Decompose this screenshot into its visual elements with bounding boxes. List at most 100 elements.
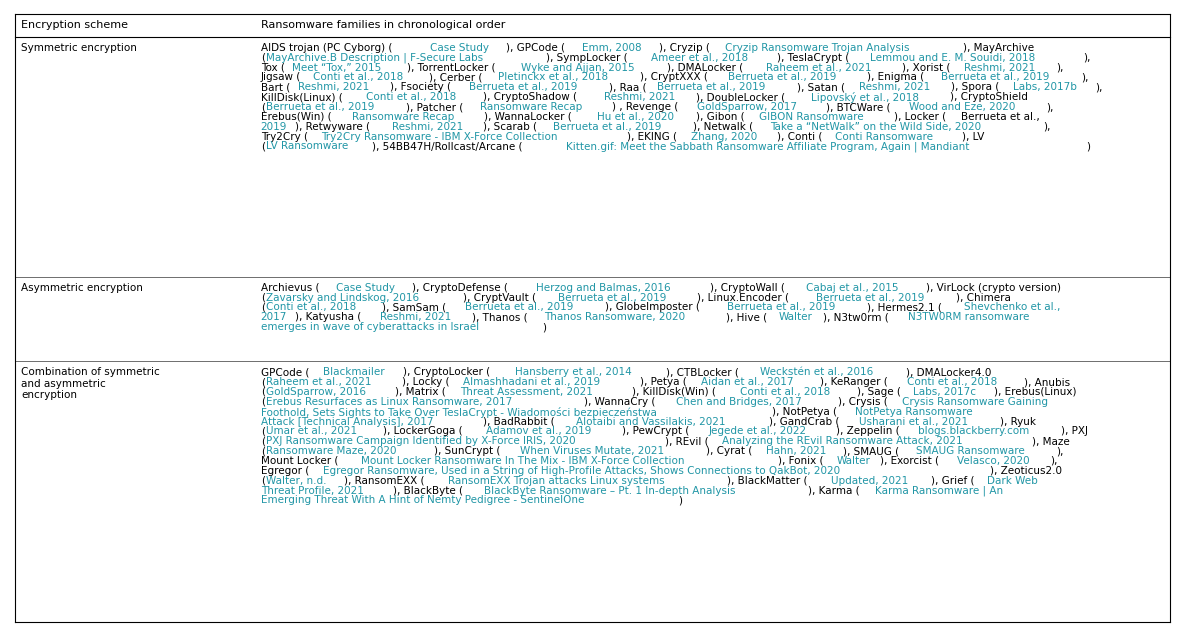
Text: ): ) bbox=[543, 322, 546, 332]
Text: Aidan et al., 2017: Aidan et al., 2017 bbox=[700, 377, 793, 387]
Text: ), Chimera: ), Chimera bbox=[956, 293, 1011, 303]
Text: ), EKING (: ), EKING ( bbox=[627, 132, 677, 142]
Text: Karma Ransomware | An: Karma Ransomware | An bbox=[875, 485, 1003, 496]
Text: ), Satan (: ), Satan ( bbox=[798, 82, 845, 92]
Text: ), DMALocker4.0: ), DMALocker4.0 bbox=[905, 367, 991, 377]
Text: emerges in wave of cyberattacks in Israel: emerges in wave of cyberattacks in Israe… bbox=[261, 322, 479, 332]
Text: Adamov et al., 2019: Adamov et al., 2019 bbox=[486, 426, 591, 436]
Text: Berrueta et al., 2019: Berrueta et al., 2019 bbox=[658, 82, 766, 92]
Text: ), CryptoWall (: ), CryptoWall ( bbox=[710, 282, 784, 293]
Text: Lipovský et al., 2018: Lipovský et al., 2018 bbox=[811, 92, 918, 103]
Text: Try2Cry (: Try2Cry ( bbox=[261, 132, 308, 142]
Text: Erebus Resurfaces as Linux Ransomware, 2017: Erebus Resurfaces as Linux Ransomware, 2… bbox=[265, 397, 512, 407]
Text: (: ( bbox=[261, 141, 264, 151]
Text: Berrueta et al., 2019: Berrueta et al., 2019 bbox=[728, 73, 835, 83]
Text: Zhang, 2020: Zhang, 2020 bbox=[691, 132, 757, 142]
Text: ), TeslaCrypt (: ), TeslaCrypt ( bbox=[776, 53, 848, 63]
Text: Berrueta et al., 2019: Berrueta et al., 2019 bbox=[265, 102, 374, 112]
Text: ),: ), bbox=[1043, 121, 1050, 132]
Text: ), NotPetya (: ), NotPetya ( bbox=[771, 406, 837, 417]
Text: Asymmetric encryption: Asymmetric encryption bbox=[21, 282, 143, 293]
Text: GoldSparrow, 2016: GoldSparrow, 2016 bbox=[265, 387, 366, 397]
Text: ), DMALocker (: ), DMALocker ( bbox=[667, 62, 744, 73]
Text: ), SympLocker (: ), SympLocker ( bbox=[546, 53, 628, 63]
Text: ), CryptoDefense (: ), CryptoDefense ( bbox=[412, 282, 508, 293]
Text: ), TorrentLocker (: ), TorrentLocker ( bbox=[406, 62, 495, 73]
Text: LV Ransomware: LV Ransomware bbox=[265, 141, 348, 151]
Text: SMAUG Ransomware: SMAUG Ransomware bbox=[916, 446, 1025, 456]
Text: Pletinckx et al., 2018: Pletinckx et al., 2018 bbox=[498, 73, 608, 83]
Text: ), Locker (: ), Locker ( bbox=[895, 112, 946, 122]
Text: (: ( bbox=[261, 377, 264, 387]
Text: ), Crysis (: ), Crysis ( bbox=[838, 397, 888, 407]
Text: ), Cyrat (: ), Cyrat ( bbox=[706, 446, 752, 456]
Text: Bart (: Bart ( bbox=[261, 82, 290, 92]
Text: Conti Ransomware: Conti Ransomware bbox=[835, 132, 933, 142]
Text: BlackByte Ransomware – Pt. 1 In-depth Analysis: BlackByte Ransomware – Pt. 1 In-depth An… bbox=[483, 485, 735, 495]
Text: Foothold, Sets Sights to Take Over TeslaCrypt - Wiadomości bezpieczeństwa: Foothold, Sets Sights to Take Over Tesla… bbox=[261, 406, 656, 418]
Text: Walter: Walter bbox=[837, 456, 871, 466]
Text: ), Scarab (: ), Scarab ( bbox=[483, 121, 538, 132]
Text: ), Gibon (: ), Gibon ( bbox=[697, 112, 745, 122]
Text: Berrueta et al.,: Berrueta et al., bbox=[961, 112, 1040, 122]
Text: ),: ), bbox=[1081, 73, 1088, 83]
Text: ), SunCrypt (: ), SunCrypt ( bbox=[434, 446, 500, 456]
Text: ), KeRanger (: ), KeRanger ( bbox=[820, 377, 888, 387]
Text: Reshmi, 2021: Reshmi, 2021 bbox=[391, 121, 463, 132]
Text: Hansberry et al., 2014: Hansberry et al., 2014 bbox=[515, 367, 632, 377]
Text: Ameer et al., 2018: Ameer et al., 2018 bbox=[652, 53, 749, 63]
Text: Tox (: Tox ( bbox=[261, 62, 284, 73]
Text: Mount Locker (: Mount Locker ( bbox=[261, 456, 338, 466]
Text: Try2Cry Ransomware - IBM X-Force Collection: Try2Cry Ransomware - IBM X-Force Collect… bbox=[321, 132, 558, 142]
Text: Jigsaw (: Jigsaw ( bbox=[261, 73, 301, 83]
Text: Ransomware Maze, 2020: Ransomware Maze, 2020 bbox=[265, 446, 396, 456]
Text: Raheem et al., 2021: Raheem et al., 2021 bbox=[265, 377, 371, 387]
Text: ), Anubis: ), Anubis bbox=[1024, 377, 1070, 387]
Text: ), BlackByte (: ), BlackByte ( bbox=[393, 485, 463, 495]
Text: ), Conti (: ), Conti ( bbox=[776, 132, 822, 142]
Text: Hahn, 2021: Hahn, 2021 bbox=[766, 446, 826, 456]
Text: ), PXJ: ), PXJ bbox=[1062, 426, 1088, 436]
Text: 2017: 2017 bbox=[261, 312, 287, 322]
Text: ), GandCrab (: ), GandCrab ( bbox=[769, 417, 839, 427]
Text: ), CryptoShadow (: ), CryptoShadow ( bbox=[482, 92, 577, 102]
Text: ), Enigma (: ), Enigma ( bbox=[867, 73, 924, 83]
Text: ), Retwyware (: ), Retwyware ( bbox=[295, 121, 370, 132]
Text: Updated, 2021: Updated, 2021 bbox=[831, 476, 909, 486]
Text: (: ( bbox=[261, 293, 264, 303]
Text: ), Karma (: ), Karma ( bbox=[808, 485, 860, 495]
Text: ), CryptVault (: ), CryptVault ( bbox=[463, 293, 537, 303]
Text: ), Grief (: ), Grief ( bbox=[931, 476, 974, 486]
Text: Hu et al., 2020: Hu et al., 2020 bbox=[597, 112, 674, 122]
Text: AIDS trojan (PC Cyborg) (: AIDS trojan (PC Cyborg) ( bbox=[261, 43, 392, 53]
Text: Berrueta et al., 2019: Berrueta et al., 2019 bbox=[816, 293, 924, 303]
Text: Jegede et al., 2022: Jegede et al., 2022 bbox=[709, 426, 807, 436]
Text: Labs, 2017c: Labs, 2017c bbox=[914, 387, 976, 397]
Text: ), Patcher (: ), Patcher ( bbox=[405, 102, 463, 112]
Text: ), Zeppelin (: ), Zeppelin ( bbox=[835, 426, 899, 436]
Text: (: ( bbox=[261, 436, 264, 446]
Text: Berrueta et al., 2019: Berrueta et al., 2019 bbox=[553, 121, 661, 132]
Text: ), RansomEXX (: ), RansomEXX ( bbox=[344, 476, 424, 486]
Text: Berrueta et al., 2019: Berrueta et al., 2019 bbox=[941, 73, 1050, 83]
Text: ), Erebus(Linux): ), Erebus(Linux) bbox=[994, 387, 1077, 397]
Text: blogs.blackberry.com: blogs.blackberry.com bbox=[917, 426, 1029, 436]
Text: ), Zeoticus2.0: ), Zeoticus2.0 bbox=[991, 466, 1062, 476]
Text: ), Petya (: ), Petya ( bbox=[640, 377, 687, 387]
Text: ), Spora (: ), Spora ( bbox=[952, 82, 999, 92]
Text: ), CryptXXX (: ), CryptXXX ( bbox=[640, 73, 707, 83]
Text: ), VirLock (crypto version): ), VirLock (crypto version) bbox=[925, 282, 1061, 293]
Text: ), Katyusha (: ), Katyusha ( bbox=[295, 312, 361, 322]
Text: Crysis Ransomware Gaining: Crysis Ransomware Gaining bbox=[902, 397, 1049, 407]
Text: 2019: 2019 bbox=[261, 121, 287, 132]
Text: Attack [Technical Analysis], 2017: Attack [Technical Analysis], 2017 bbox=[261, 417, 434, 427]
Text: MayArchive.B Description | F-Secure Labs: MayArchive.B Description | F-Secure Labs bbox=[265, 53, 483, 63]
Text: ), Hive (: ), Hive ( bbox=[726, 312, 767, 322]
Text: Threat Assessment, 2021: Threat Assessment, 2021 bbox=[461, 387, 594, 397]
Text: Raheem et al., 2021: Raheem et al., 2021 bbox=[766, 62, 871, 73]
Text: ),: ), bbox=[1083, 53, 1090, 63]
Text: (: ( bbox=[261, 397, 264, 407]
Text: (: ( bbox=[261, 476, 264, 486]
Text: (: ( bbox=[261, 302, 264, 312]
Text: Lemmou and E. M. Souidi, 2018: Lemmou and E. M. Souidi, 2018 bbox=[870, 53, 1036, 63]
